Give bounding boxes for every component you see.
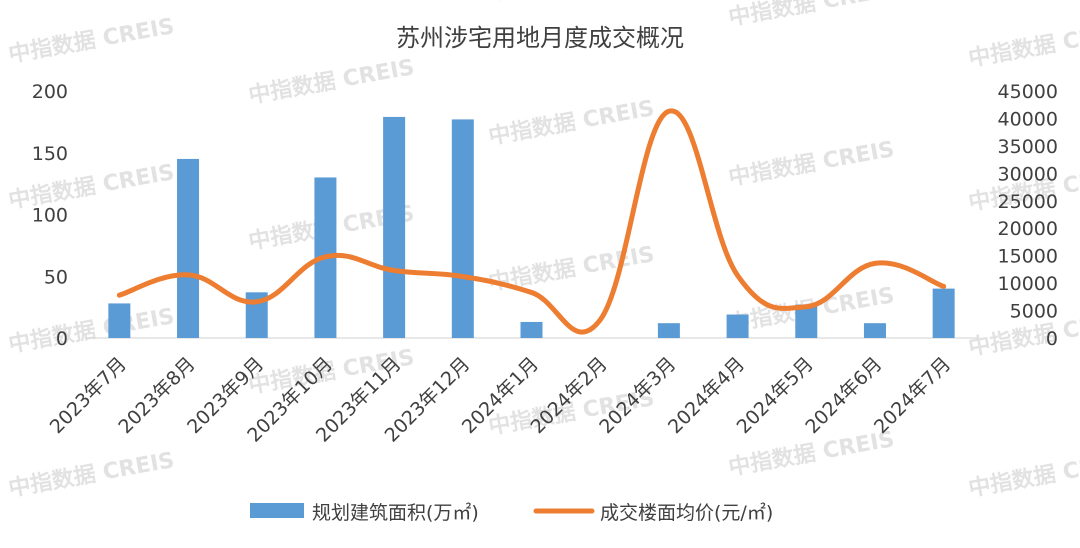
bar xyxy=(108,303,131,338)
legend-line-label: 成交楼面均价(元/㎡) xyxy=(600,501,773,524)
bar xyxy=(726,314,749,338)
right-axis-tick-label: 0 xyxy=(1046,328,1058,350)
right-axis-tick-label: 15000 xyxy=(998,246,1058,268)
watermark-text: 中指数据 CREIS xyxy=(487,95,657,150)
watermark-text: 中指数据 CREIS xyxy=(487,0,657,6)
legend: 规划建筑面积(万㎡) 成交楼面均价(元/㎡) xyxy=(250,501,773,524)
bar xyxy=(451,119,474,338)
legend-bar-label: 规划建筑面积(万㎡) xyxy=(312,501,479,524)
line-series xyxy=(116,108,947,335)
right-axis-tick-label: 30000 xyxy=(998,163,1058,185)
right-axis-ticks: 0 5000 10000 15000 20000 25000 30000 35000 40000… xyxy=(998,81,1058,350)
right-axis-tick-label: 25000 xyxy=(998,191,1058,213)
right-axis-tick-label: 45000 xyxy=(998,81,1058,103)
legend-bar-swatch xyxy=(250,503,304,518)
left-axis-tick-label: 150 xyxy=(32,143,68,165)
watermark-text: 中指数据 CREIS xyxy=(967,17,1080,72)
watermark-text: 中指数据 CREIS xyxy=(727,0,897,31)
right-axis-tick-label: 10000 xyxy=(998,273,1058,295)
bar xyxy=(520,321,543,338)
bar xyxy=(177,158,200,338)
bar xyxy=(657,323,680,338)
watermark-text: 中指数据 CREIS xyxy=(7,13,177,68)
left-axis-tick-label: 50 xyxy=(44,266,68,288)
bar xyxy=(863,323,886,338)
watermark-text: 中指数据 CREIS xyxy=(247,54,417,109)
bar xyxy=(383,116,406,338)
watermark-text: 中指数据 CREIS xyxy=(727,136,897,191)
watermark-text: 中指数据 CREIS xyxy=(7,303,177,358)
watermark-text: 中指数据 CREIS xyxy=(967,447,1080,502)
right-axis-tick-label: 35000 xyxy=(998,136,1058,158)
left-axis-tick-label: 100 xyxy=(32,205,68,227)
price-line xyxy=(116,108,947,335)
chart-title: 苏州涉宅用地月度成交概况 xyxy=(396,24,684,52)
left-axis-tick-label: 0 xyxy=(56,328,68,350)
left-axis-tick-label: 200 xyxy=(32,81,68,103)
bar xyxy=(932,288,955,338)
left-axis-ticks: 0 50 100 150 200 xyxy=(32,81,68,350)
watermark-text: 中指数据 CREIS xyxy=(727,426,897,481)
bar xyxy=(795,304,818,338)
watermark-text: 中指数据 CREIS xyxy=(7,447,177,502)
right-axis-tick-label: 20000 xyxy=(998,218,1058,240)
right-axis-tick-label: 5000 xyxy=(1010,301,1058,323)
right-axis-tick-label: 40000 xyxy=(998,108,1058,130)
